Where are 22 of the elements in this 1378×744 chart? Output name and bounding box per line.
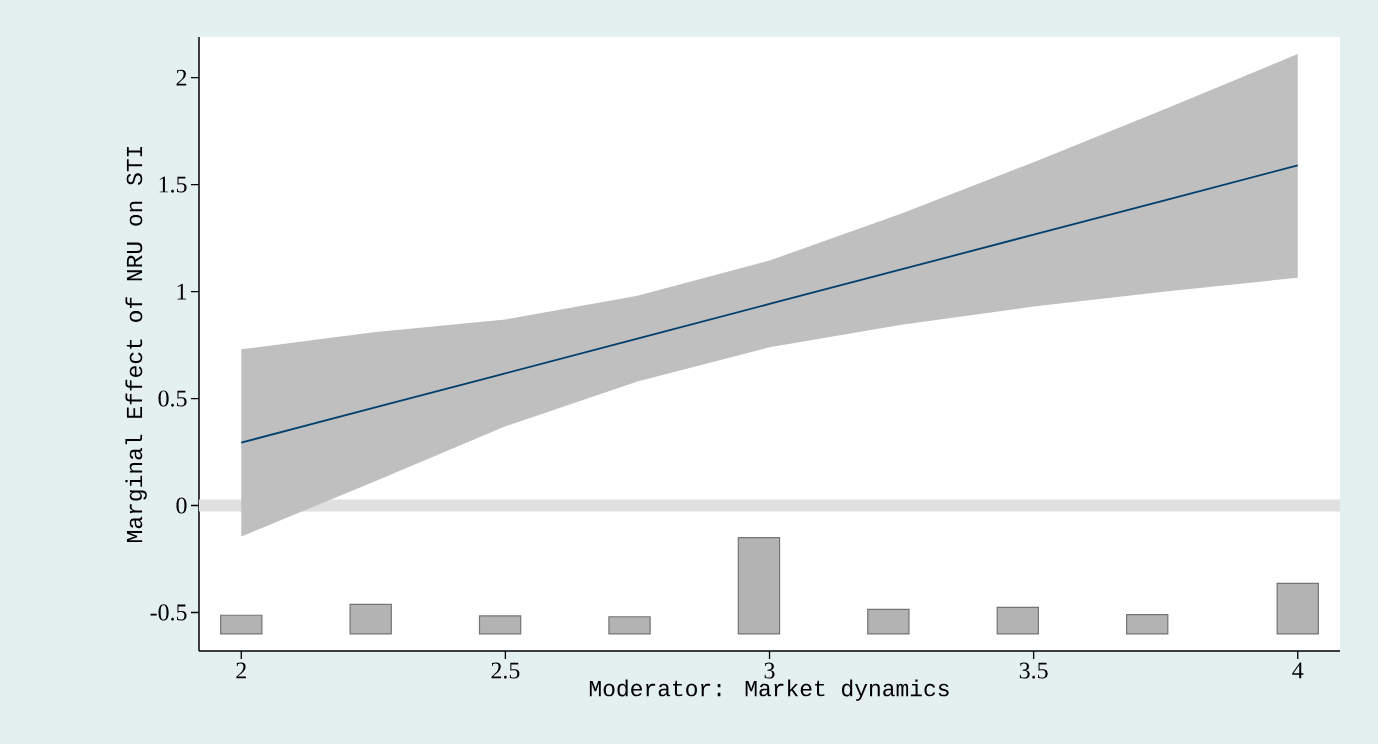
y-tick-label: 0.5	[158, 390, 187, 407]
y-tick-label: 2	[176, 69, 187, 86]
bar	[996, 606, 1039, 635]
y-axis-title: Marginal Effect of NRU on STI	[125, 146, 147, 542]
y-tick-label: 1.5	[159, 176, 187, 193]
bar	[737, 537, 781, 635]
x-tick-label: 3	[764, 662, 775, 679]
bar	[220, 614, 263, 635]
y-tick-label: 1	[177, 283, 187, 300]
y-tick-label: -0.5	[150, 604, 187, 621]
bar	[608, 616, 651, 635]
bar	[478, 615, 522, 635]
y-tick-label: 0	[176, 497, 187, 514]
bar	[1276, 582, 1319, 635]
x-tick-label: 2	[236, 662, 246, 679]
bar	[867, 608, 910, 635]
x-axis-title: Moderator: Market dynamics	[589, 679, 949, 701]
bar	[1126, 614, 1169, 635]
x-tick-label: 3.5	[1019, 662, 1048, 679]
x-tick-label: 4	[1292, 662, 1304, 679]
bar	[349, 603, 392, 635]
x-tick-label: 2.5	[491, 662, 520, 679]
